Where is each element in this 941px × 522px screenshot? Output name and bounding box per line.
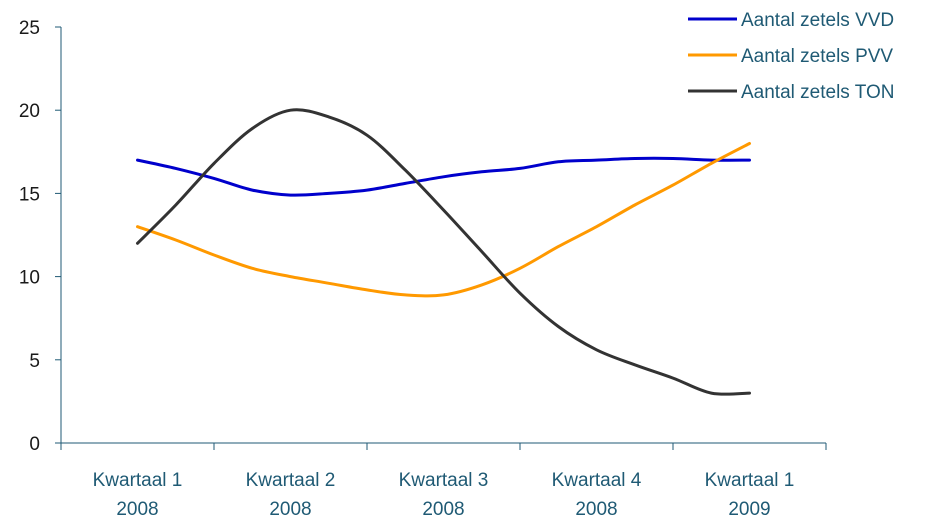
series-lines bbox=[136, 108, 751, 396]
legend-label-ton: Aantal zetels TON bbox=[741, 82, 894, 103]
series-line-ton bbox=[136, 108, 751, 396]
y-tick-label: 10 bbox=[19, 268, 40, 289]
legend: Aantal zetels VVD Aantal zetels PVV Aantal… bbox=[688, 10, 894, 103]
y-tick-label: 15 bbox=[19, 184, 40, 205]
series-line-vvd bbox=[136, 156, 751, 197]
x-tick-label: Kwartaal 1 2008 bbox=[93, 470, 183, 520]
x-axis-ticks: Kwartaal 1 2008 Kwartaal 2 2008 Kwartaal 3 20… bbox=[60, 443, 827, 520]
x-tick-label: Kwartaal 1 2009 bbox=[705, 470, 795, 520]
x-tick-label: Kwartaal 2 2008 bbox=[246, 470, 336, 520]
x-tick-label-quarter: Kwartaal 2 bbox=[246, 470, 336, 491]
x-tick-label-quarter: Kwartaal 3 bbox=[399, 470, 489, 491]
y-axis-ticks: 0 5 10 15 20 25 bbox=[19, 18, 61, 455]
x-tick-label-quarter: Kwartaal 1 bbox=[93, 470, 183, 491]
x-tick-label-year: 2008 bbox=[422, 499, 464, 520]
x-tick-label-year: 2008 bbox=[575, 499, 617, 520]
y-tick-label: 25 bbox=[19, 18, 40, 39]
x-tick-label-quarter: Kwartaal 4 bbox=[552, 470, 642, 491]
legend-label-pvv: Aantal zetels PVV bbox=[741, 46, 893, 67]
y-tick-label: 5 bbox=[29, 351, 40, 372]
axes bbox=[60, 27, 826, 444]
x-tick-label-year: 2008 bbox=[116, 499, 158, 520]
x-tick-label-year: 2008 bbox=[269, 499, 311, 520]
x-tick-label: Kwartaal 3 2008 bbox=[399, 470, 489, 520]
x-tick-label-year: 2009 bbox=[728, 499, 770, 520]
y-tick-label: 0 bbox=[29, 434, 40, 455]
x-tick-label: Kwartaal 4 2008 bbox=[552, 470, 642, 520]
legend-label-vvd: Aantal zetels VVD bbox=[741, 10, 894, 31]
x-tick-label-quarter: Kwartaal 1 bbox=[705, 470, 795, 491]
y-tick-label: 20 bbox=[19, 101, 40, 122]
series-line-pvv bbox=[136, 142, 751, 298]
